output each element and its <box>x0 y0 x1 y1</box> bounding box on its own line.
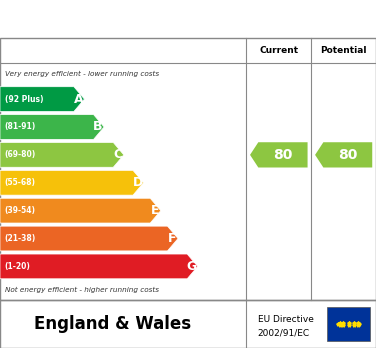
Text: 80: 80 <box>273 148 293 162</box>
Text: Not energy efficient - higher running costs: Not energy efficient - higher running co… <box>5 287 159 293</box>
Text: Potential: Potential <box>320 46 367 55</box>
Text: B: B <box>93 120 103 134</box>
Polygon shape <box>315 142 372 167</box>
Text: E: E <box>150 204 159 217</box>
Text: 2002/91/EC: 2002/91/EC <box>258 328 310 337</box>
Text: England & Wales: England & Wales <box>34 315 191 333</box>
Text: (1-20): (1-20) <box>5 262 30 271</box>
Bar <box>327 307 370 341</box>
Polygon shape <box>250 142 308 167</box>
Text: (21-38): (21-38) <box>5 234 36 243</box>
Text: (92 Plus): (92 Plus) <box>5 95 43 104</box>
Polygon shape <box>0 226 178 251</box>
Polygon shape <box>0 254 198 279</box>
Text: Very energy efficient - lower running costs: Very energy efficient - lower running co… <box>5 71 159 77</box>
Text: EU Directive: EU Directive <box>258 315 314 324</box>
Text: C: C <box>113 148 122 161</box>
Text: (39-54): (39-54) <box>5 206 35 215</box>
Polygon shape <box>0 87 84 111</box>
Text: A: A <box>74 93 83 105</box>
Text: G: G <box>186 260 197 273</box>
Text: (55-68): (55-68) <box>5 178 35 187</box>
Text: 80: 80 <box>338 148 358 162</box>
Text: (81-91): (81-91) <box>5 122 36 132</box>
Polygon shape <box>0 198 161 223</box>
Text: Energy Efficiency Rating: Energy Efficiency Rating <box>59 9 317 29</box>
Polygon shape <box>0 114 104 139</box>
Text: Current: Current <box>259 46 299 55</box>
Text: (69-80): (69-80) <box>5 150 36 159</box>
Text: F: F <box>168 232 176 245</box>
Text: D: D <box>132 176 143 189</box>
Polygon shape <box>0 142 124 167</box>
Polygon shape <box>0 171 144 195</box>
